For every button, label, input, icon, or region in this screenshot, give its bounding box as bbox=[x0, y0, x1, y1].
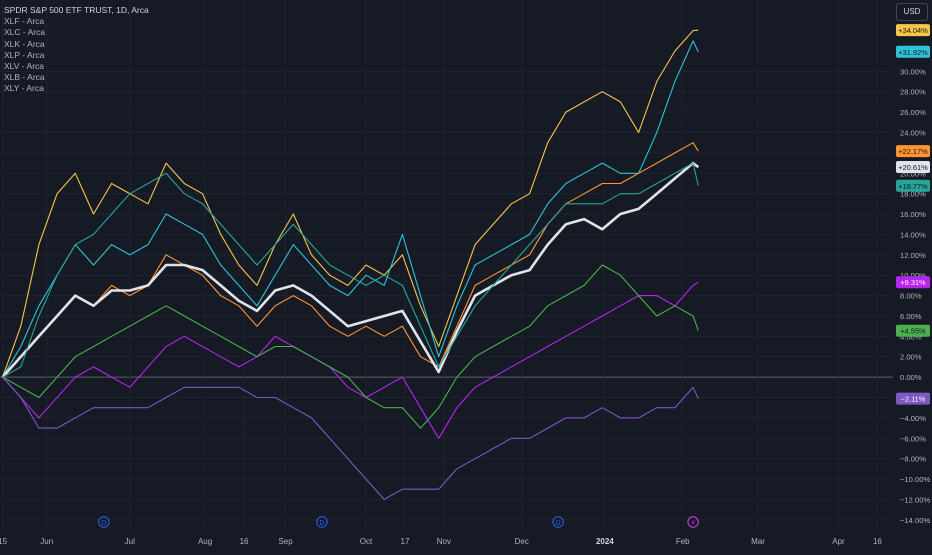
dividend-marker-label: D bbox=[556, 520, 561, 527]
event-marker-label: ⚡ bbox=[691, 519, 696, 527]
y-tick-label: 26.00% bbox=[900, 108, 926, 117]
legend-item-xlb[interactable]: XLB - Arca bbox=[4, 72, 45, 83]
x-tick-label: Oct bbox=[360, 537, 373, 546]
y-axis[interactable]: −14.00% −12.00% −10.00% −8.00% −6.00% −4.00% −… bbox=[900, 67, 930, 524]
x-tick-label: 16 bbox=[873, 537, 882, 546]
series-line bbox=[2, 281, 699, 439]
last-value-label: −2.11% bbox=[901, 395, 926, 404]
series-line bbox=[2, 142, 699, 378]
y-tick-label: 18.00% bbox=[900, 190, 926, 199]
y-tick-label: −4.00% bbox=[900, 414, 926, 423]
series-line bbox=[2, 162, 699, 378]
x-tick-label: Aug bbox=[198, 537, 212, 546]
y-tick-label: 0.00% bbox=[900, 373, 922, 382]
y-tick-label: 14.00% bbox=[900, 230, 926, 239]
x-tick-label: 15 bbox=[0, 537, 8, 546]
x-tick-label: Nov bbox=[437, 537, 451, 546]
legend-title[interactable]: SPDR S&P 500 ETF TRUST, 1D, Arca bbox=[4, 5, 149, 15]
legend-item-xly[interactable]: XLY - Arca bbox=[4, 83, 44, 94]
y-tick-label: 16.00% bbox=[900, 210, 926, 219]
last-value-tag bbox=[896, 145, 930, 158]
last-value-label: +4.55% bbox=[900, 327, 926, 336]
series-line bbox=[2, 376, 699, 500]
y-tick-label: −6.00% bbox=[900, 434, 926, 443]
y-tick-label: 10.00% bbox=[900, 271, 926, 280]
x-tick-label: Jul bbox=[125, 537, 135, 546]
dividend-marker-label: D bbox=[319, 520, 324, 527]
x-tick-label: 2024 bbox=[596, 537, 614, 546]
last-value-label: +31.92% bbox=[898, 48, 928, 57]
last-value-label: +22.17% bbox=[898, 147, 928, 156]
legend: SPDR S&P 500 ETF TRUST, 1D, Arca XLF - A… bbox=[4, 5, 149, 95]
y-tick-label: 30.00% bbox=[900, 67, 926, 76]
event-marker bbox=[687, 516, 699, 528]
last-value-tag bbox=[896, 276, 930, 289]
series-line bbox=[2, 40, 699, 378]
x-tick-label: Jun bbox=[40, 537, 53, 546]
last-value-tag bbox=[896, 24, 930, 37]
y-tick-label: −10.00% bbox=[900, 475, 930, 484]
y-tick-label: 24.00% bbox=[900, 129, 926, 138]
last-value-label: +20.61% bbox=[898, 163, 928, 172]
y-tick-label: 6.00% bbox=[900, 312, 922, 321]
last-value-label: +34.04% bbox=[898, 26, 928, 35]
x-tick-label: Apr bbox=[832, 537, 845, 546]
last-value-tag bbox=[896, 45, 930, 58]
last-value-labels: +34.04% +31.92% +22.17% +20.61% +18.77% +9.31… bbox=[896, 24, 930, 405]
dividend-marker bbox=[98, 516, 110, 528]
y-tick-label: −12.00% bbox=[900, 495, 930, 504]
y-tick-label: 2.00% bbox=[900, 353, 922, 362]
x-tick-label: Mar bbox=[751, 537, 765, 546]
dividend-marker bbox=[316, 516, 328, 528]
x-tick-label: 17 bbox=[401, 537, 410, 546]
series-layer bbox=[1, 29, 700, 500]
last-value-tag bbox=[896, 324, 930, 337]
legend-item-xlv[interactable]: XLV - Arca bbox=[4, 61, 44, 72]
marker-layer: D D D ⚡ bbox=[98, 516, 699, 528]
legend-item-xlf[interactable]: XLF - Arca bbox=[4, 16, 45, 27]
y-tick-label: −8.00% bbox=[900, 455, 926, 464]
last-value-label: +9.31% bbox=[900, 278, 926, 287]
last-value-tag bbox=[896, 392, 930, 405]
y-tick-label: 20.00% bbox=[900, 169, 926, 178]
series-line bbox=[2, 29, 699, 378]
x-tick-label: 16 bbox=[240, 537, 249, 546]
legend-item-xlc[interactable]: XLC - Arca bbox=[4, 27, 46, 38]
series-line bbox=[1, 161, 700, 378]
legend-item-xlk[interactable]: XLK - Arca bbox=[4, 38, 45, 49]
x-tick-label: Dec bbox=[515, 537, 529, 546]
dividend-marker-label: D bbox=[101, 520, 106, 527]
grid-layer bbox=[0, 0, 893, 530]
x-axis[interactable]: 15 Jun Jul Aug 16 Sep Oct 17 Nov Dec 2024 Feb Mar Apr… bbox=[0, 537, 882, 546]
y-tick-label: 8.00% bbox=[900, 292, 922, 301]
last-value-tag bbox=[896, 161, 930, 174]
dividend-marker bbox=[552, 516, 564, 528]
y-tick-label: −14.00% bbox=[900, 516, 930, 525]
y-tick-label: 4.00% bbox=[900, 332, 922, 341]
x-tick-label: Sep bbox=[278, 537, 293, 546]
x-tick-label: Feb bbox=[676, 537, 690, 546]
y-tick-label: 28.00% bbox=[900, 88, 926, 97]
legend-item-xlp[interactable]: XLP - Arca bbox=[4, 49, 45, 60]
currency-button[interactable]: USD bbox=[896, 3, 928, 21]
series-line bbox=[2, 264, 699, 429]
last-value-label: +18.77% bbox=[898, 182, 928, 191]
last-value-tag bbox=[896, 179, 930, 192]
y-tick-label: 12.00% bbox=[900, 251, 926, 260]
